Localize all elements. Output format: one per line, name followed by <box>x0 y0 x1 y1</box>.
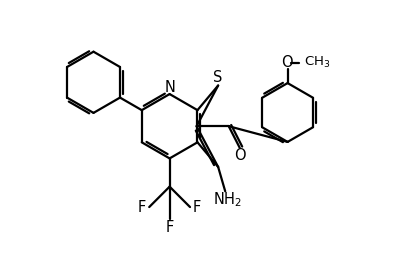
Text: CH$_3$: CH$_3$ <box>303 55 330 70</box>
Text: N: N <box>164 80 174 95</box>
Text: F: F <box>138 200 146 214</box>
Text: F: F <box>192 200 201 214</box>
Text: O: O <box>233 148 245 163</box>
Text: O: O <box>280 55 292 70</box>
Text: S: S <box>213 70 222 85</box>
Text: NH$_2$: NH$_2$ <box>212 190 241 209</box>
Text: F: F <box>165 220 173 235</box>
